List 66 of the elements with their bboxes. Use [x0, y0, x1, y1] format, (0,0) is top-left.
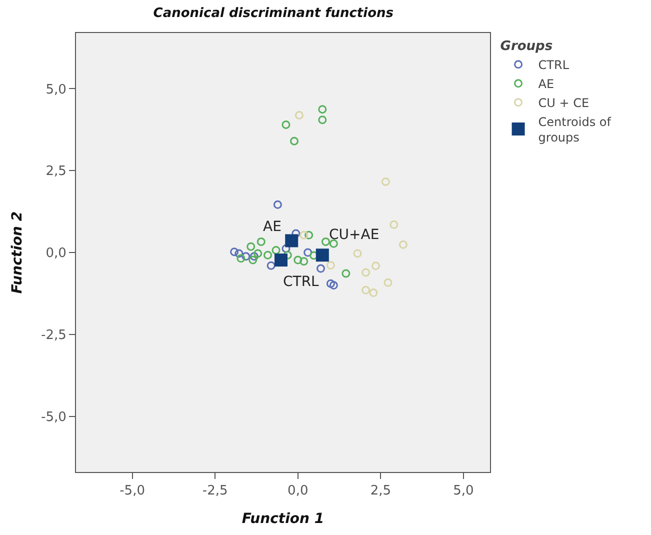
point	[282, 244, 290, 253]
point	[326, 279, 335, 288]
point	[294, 110, 304, 120]
point	[304, 248, 312, 257]
x-tick-label: 0,0	[288, 484, 308, 499]
point	[294, 256, 302, 264]
point	[329, 281, 338, 290]
annotation: AE	[263, 219, 282, 235]
point	[242, 252, 250, 261]
point	[371, 262, 380, 270]
point	[362, 268, 370, 277]
x-axis-title: Function 1	[242, 510, 324, 527]
legend-label: Centroids of groups	[538, 114, 612, 144]
point	[264, 250, 272, 260]
legend-label: CTRL	[538, 58, 570, 72]
x-tick-label: 2,5	[370, 484, 392, 499]
point	[292, 229, 300, 238]
point	[398, 240, 408, 249]
x-tick-label: -5,0	[120, 484, 145, 499]
point	[254, 249, 262, 258]
point	[316, 264, 326, 273]
y-tick-label: 0,0	[46, 246, 66, 262]
point	[256, 237, 266, 246]
point	[369, 288, 378, 298]
point	[230, 248, 239, 256]
point	[342, 269, 350, 278]
point	[282, 120, 290, 129]
annotation: CTRL	[283, 274, 320, 290]
y-tick-label: -5,0	[41, 410, 66, 425]
point	[304, 230, 314, 240]
legend-label: AE	[538, 77, 554, 92]
y-axis-title: Function 2	[10, 211, 26, 294]
point	[234, 249, 244, 258]
point	[266, 261, 276, 270]
point	[246, 242, 256, 251]
point	[353, 249, 362, 258]
point	[381, 177, 390, 186]
point	[390, 220, 398, 229]
x-tick-label: 5,0	[453, 484, 474, 499]
x-tick-label: -2,5	[202, 484, 228, 499]
point	[272, 246, 280, 254]
y-tick-label: -2,5	[41, 328, 66, 343]
point	[300, 230, 308, 240]
point	[318, 105, 327, 114]
point	[236, 254, 246, 263]
point	[274, 254, 288, 267]
y-tick-label: 2,5	[46, 164, 66, 180]
point	[316, 248, 329, 262]
point	[285, 234, 298, 248]
point	[250, 252, 258, 261]
legend-title: Groups	[500, 38, 553, 54]
point	[326, 261, 335, 270]
point	[321, 237, 330, 246]
point	[273, 200, 282, 209]
point	[300, 257, 308, 266]
chart-title: Canonical discriminant functions	[153, 6, 394, 22]
legend-label: CU + CE	[538, 96, 590, 110]
point	[329, 239, 338, 248]
point	[362, 286, 370, 294]
y-tick-label: 5,0	[46, 82, 66, 98]
point	[384, 278, 392, 287]
point	[290, 136, 299, 146]
point	[283, 250, 292, 260]
point	[318, 116, 327, 124]
point	[248, 256, 258, 264]
annotation: CU+AE	[329, 227, 380, 243]
